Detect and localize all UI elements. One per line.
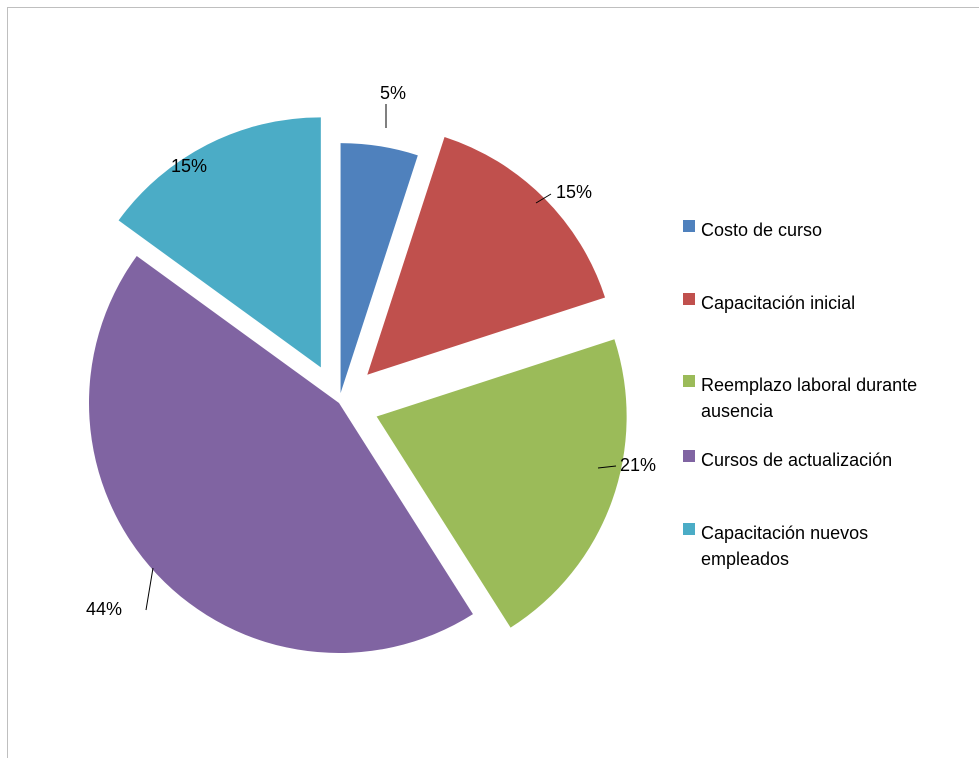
data-label-3: 21% [620,455,656,475]
pie-slices [88,117,627,654]
legend-swatch-3 [683,375,695,387]
leader-line-3 [597,465,617,469]
legend-label-1: Costo de curso [701,220,822,240]
legend-label-3: Reemplazo laboral durante [701,375,917,395]
leader-line-2 [535,193,552,204]
chart-frame: 5% 15% 21% 44% 15% Costo de curso Capacitació… [7,7,979,758]
legend-label-5-line-2: empleados [701,549,789,569]
pie-slice-3 [376,339,627,628]
pie-chart: 5% 15% 21% 44% 15% Costo de curso Capacitació… [86,83,917,654]
legend-label-2: Capacitación inicial [701,293,855,313]
data-label-2: 15% [556,182,592,202]
pie-slice-5 [118,117,321,368]
legend-swatch-2 [683,293,695,305]
legend-swatch-5 [683,523,695,535]
data-labels: 5% 15% 21% 44% 15% [86,83,656,619]
leader-lines [145,104,617,611]
pie-slice-4 [88,256,473,654]
legend-swatch-1 [683,220,695,232]
data-label-5: 15% [171,156,207,176]
legend-label-3-line-2: ausencia [701,401,774,421]
data-label-4: 44% [86,599,122,619]
data-label-1: 5% [380,83,406,103]
legend: Costo de curso Capacitación inicial Reempl… [683,220,917,569]
legend-label-4: Cursos de actualización [701,450,892,470]
leader-line-4 [145,567,154,611]
pie-slice-2 [367,136,606,375]
legend-label-5: Capacitación nuevos [701,523,868,543]
pie-slice-1 [340,143,418,394]
legend-swatch-4 [683,450,695,462]
